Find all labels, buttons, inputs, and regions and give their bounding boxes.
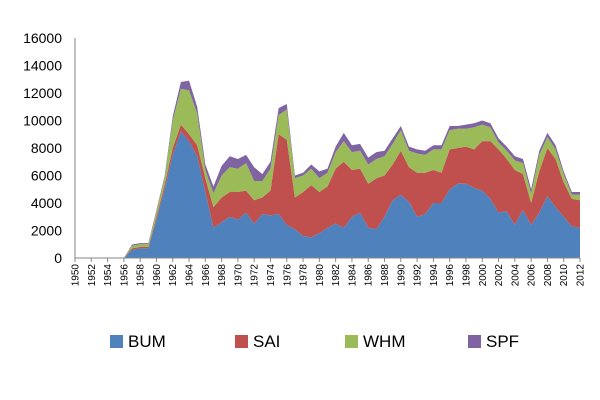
- x-tick-label: 1990: [396, 264, 407, 287]
- x-tick-label: 1952: [87, 264, 98, 287]
- x-tick-label: 2012: [576, 264, 587, 287]
- x-tick-label: 2000: [478, 264, 489, 287]
- x-tick-label: 1980: [315, 264, 326, 287]
- legend-swatch: [468, 335, 481, 348]
- x-tick-label: 1976: [282, 264, 293, 287]
- legend-label: SPF: [486, 332, 519, 351]
- area-bum: [75, 131, 580, 258]
- legend-item-whm: WHM: [345, 332, 405, 351]
- x-tick-label: 1960: [152, 264, 163, 287]
- area-sai: [75, 124, 580, 258]
- x-tick-label: 1974: [266, 264, 277, 287]
- x-tick-label: 1994: [429, 264, 440, 287]
- x-tick-label: 1954: [103, 264, 114, 287]
- x-tick-label: 2004: [510, 264, 521, 287]
- x-tick-label: 1964: [185, 264, 196, 287]
- y-tick-label: 14000: [23, 58, 62, 74]
- y-axis-ticks: 0 2000 4000 6000 8000 10000 12000 14000 16000: [23, 30, 62, 266]
- y-tick-label: 6000: [31, 168, 62, 184]
- x-tick-label: 1966: [201, 264, 212, 287]
- x-tick-label: 1984: [347, 264, 358, 287]
- y-tick-label: 4000: [31, 195, 62, 211]
- x-tick-label: 2002: [494, 264, 505, 287]
- area-spf: [75, 80, 580, 258]
- x-tick-label: 1986: [364, 264, 375, 287]
- legend-label: SAI: [253, 332, 280, 351]
- legend-item-sai: SAI: [235, 332, 280, 351]
- x-tick-label: 1956: [119, 264, 130, 287]
- x-tick-label: 1978: [299, 264, 310, 287]
- x-tick-label: 1992: [413, 264, 424, 287]
- x-tick-label: 1968: [217, 264, 228, 287]
- x-tick-label: 1996: [445, 264, 456, 287]
- area-series-group: [75, 80, 580, 258]
- legend-label: BUM: [128, 332, 166, 351]
- x-tick-label: 1988: [380, 264, 391, 287]
- legend-item-spf: SPF: [468, 332, 519, 351]
- x-tick-label: 1998: [461, 264, 472, 287]
- x-tick-label: 1950: [71, 264, 82, 287]
- x-tick-label: 1958: [136, 264, 147, 287]
- y-tick-label: 10000: [23, 113, 62, 129]
- legend-swatch: [235, 335, 248, 348]
- y-tick-label: 8000: [31, 140, 62, 156]
- y-tick-label: 2000: [31, 223, 62, 239]
- x-tick-label: 1962: [168, 264, 179, 287]
- x-axis-ticks: 1950 1952 1954 1956 1958 1960 1962 1964 1966 1968…: [71, 258, 587, 286]
- x-tick-label: 2006: [527, 264, 538, 287]
- legend-label: WHM: [363, 332, 405, 351]
- x-tick-label: 1982: [331, 264, 342, 287]
- y-tick-label: 12000: [23, 85, 62, 101]
- legend-swatch: [110, 335, 123, 348]
- x-tick-label: 1970: [233, 264, 244, 287]
- area-whm: [75, 88, 580, 258]
- y-tick-label: 0: [54, 250, 62, 266]
- x-tick-label: 1972: [250, 264, 261, 287]
- legend: BUM SAI WHM SPF: [110, 332, 519, 351]
- x-tick-label: 2010: [559, 264, 570, 287]
- legend-swatch: [345, 335, 358, 348]
- x-tick-label: 2008: [543, 264, 554, 287]
- y-tick-label: 16000: [23, 30, 62, 46]
- legend-item-bum: BUM: [110, 332, 166, 351]
- axes-group: [74, 38, 580, 259]
